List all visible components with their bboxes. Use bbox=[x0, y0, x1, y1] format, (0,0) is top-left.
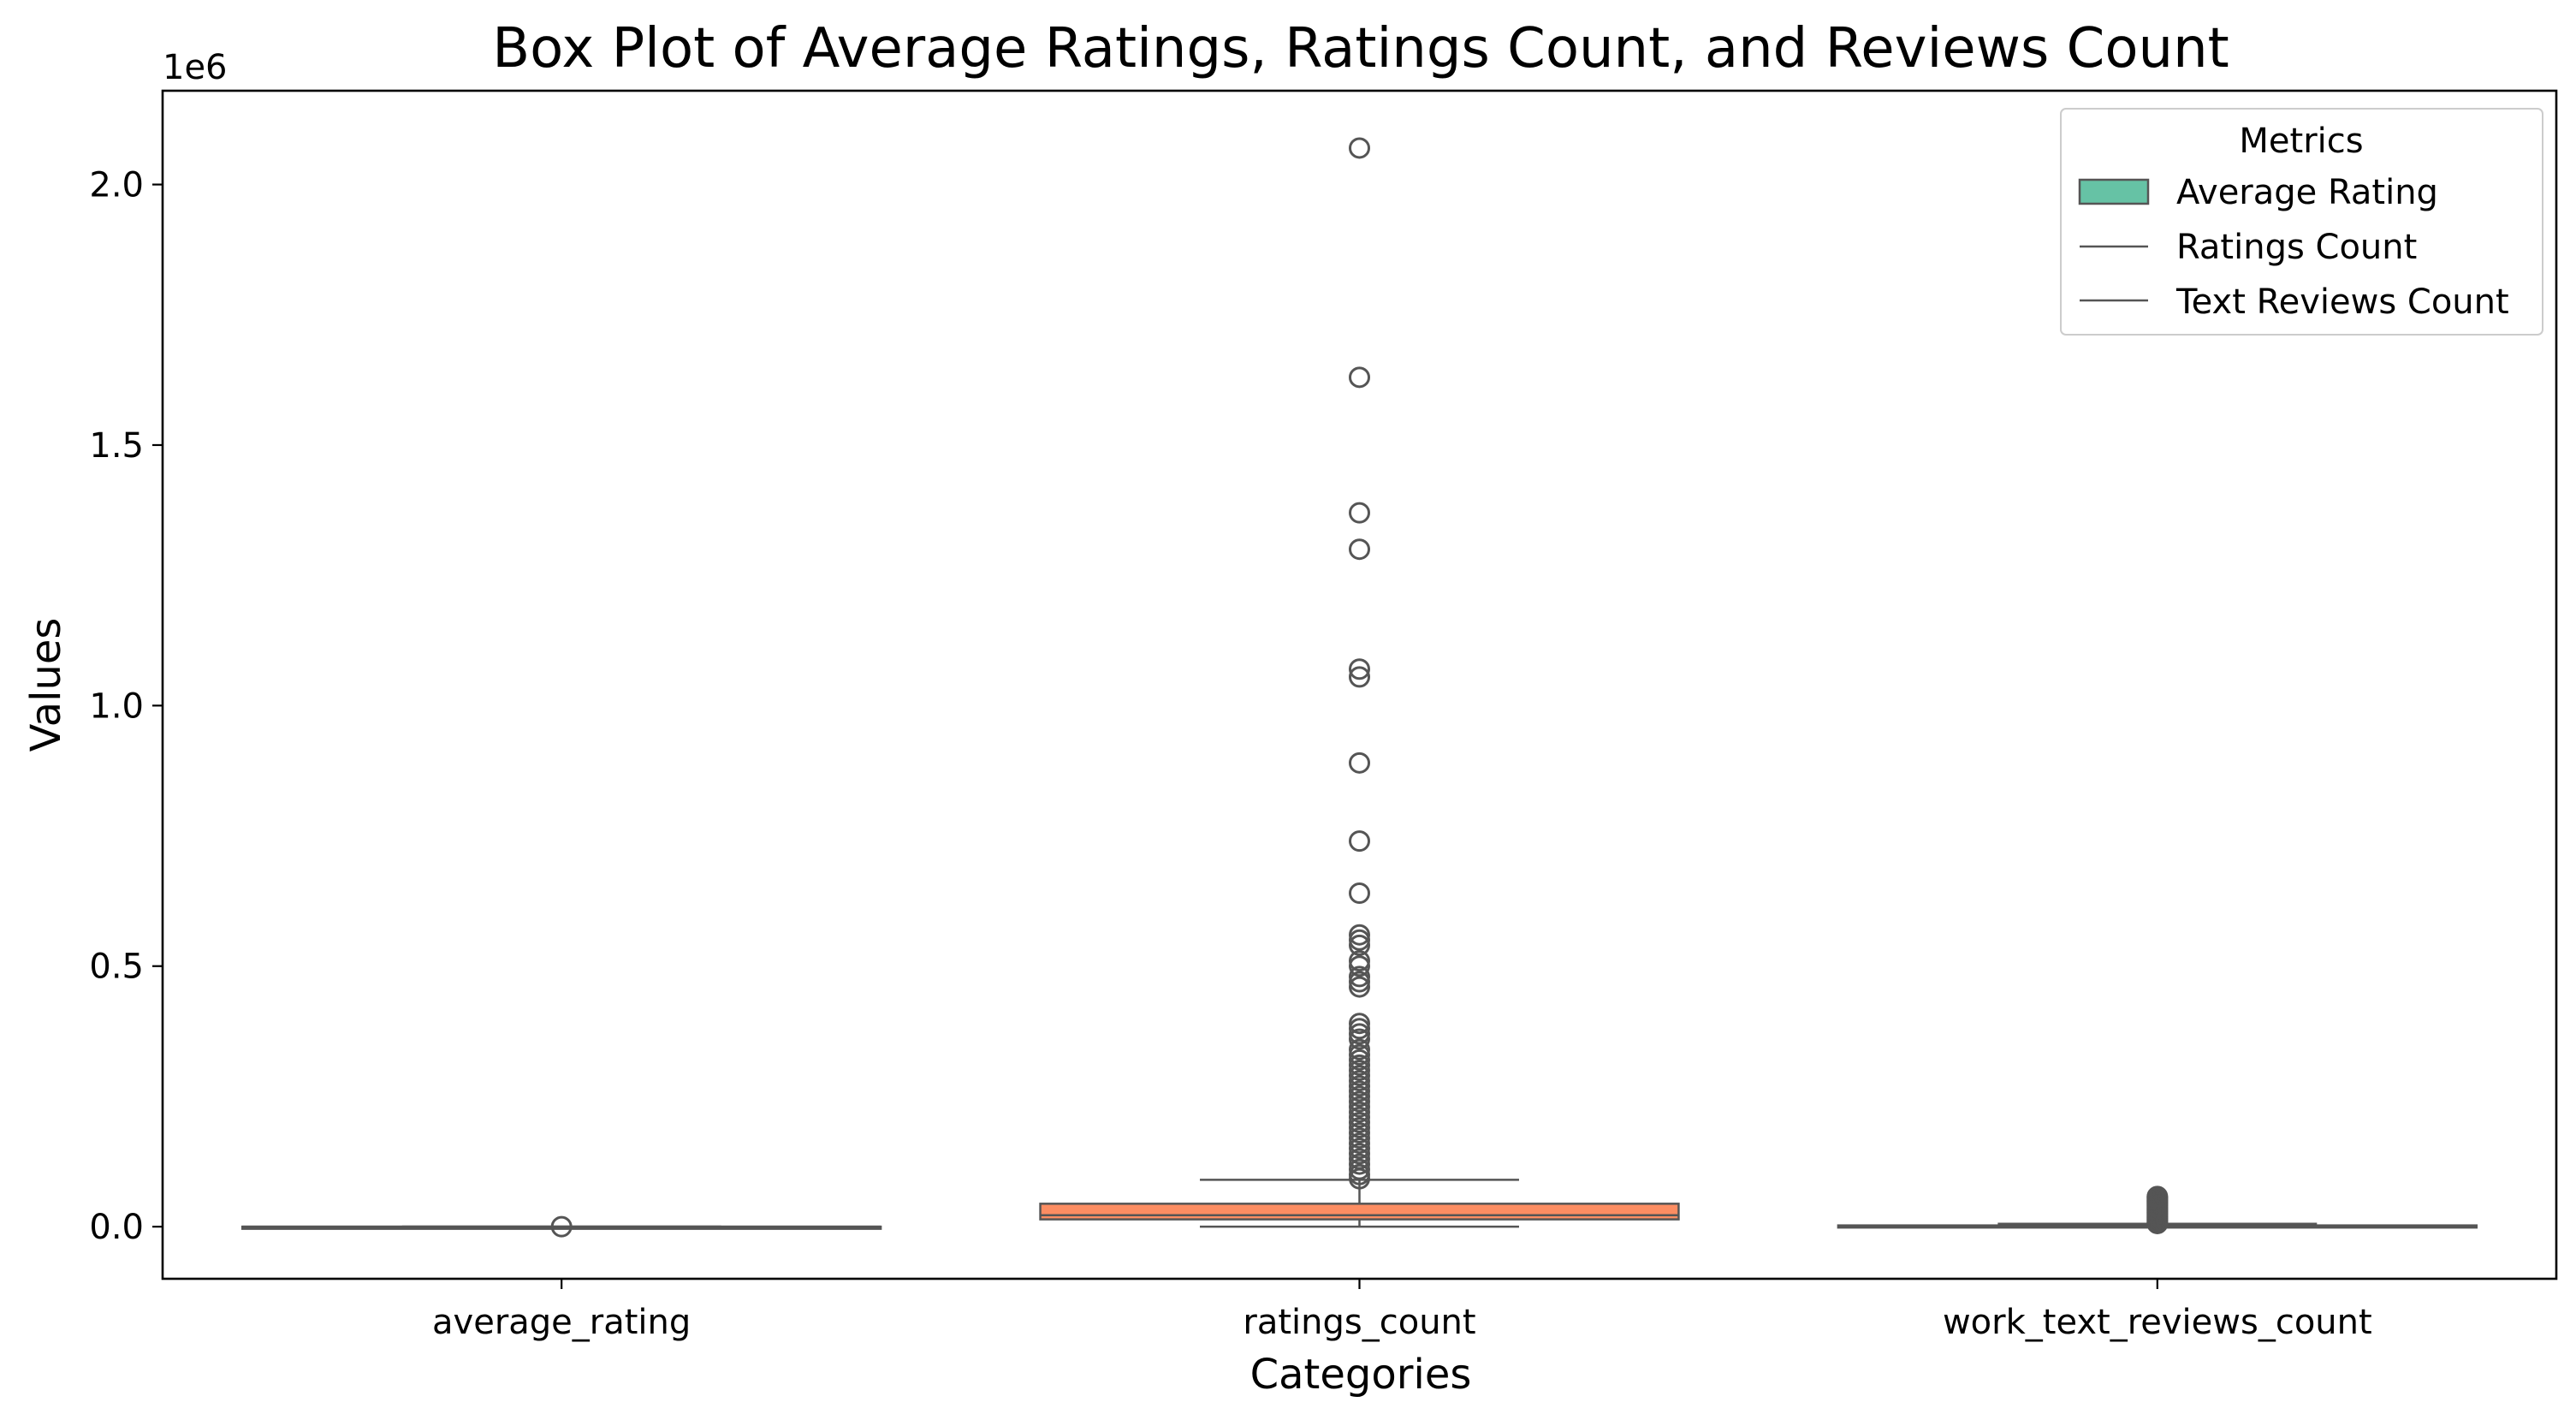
x-axis-label: Categories bbox=[1250, 1351, 1472, 1399]
plot-area-frame bbox=[161, 89, 2558, 1280]
outlier-point bbox=[1349, 502, 1370, 524]
outlier-point bbox=[1349, 1065, 1370, 1087]
outlier-point bbox=[1349, 924, 1370, 946]
x-tick-label: ratings_count bbox=[1243, 1303, 1475, 1342]
outlier-point bbox=[550, 1215, 573, 1238]
outlier-point bbox=[1349, 965, 1370, 988]
outlier-point bbox=[1349, 538, 1370, 561]
outlier-point bbox=[1349, 1116, 1370, 1138]
outlier-point bbox=[1349, 1080, 1370, 1102]
outlier-point bbox=[1349, 1106, 1370, 1128]
box-layer bbox=[240, 137, 2478, 1238]
outlier-point bbox=[1349, 1018, 1370, 1040]
outlier-point bbox=[1349, 976, 1370, 998]
outlier-point bbox=[1349, 1028, 1370, 1050]
legend: Metrics Average Rating Ratings Count Tex… bbox=[2060, 108, 2543, 336]
outlier-point bbox=[1349, 1070, 1370, 1092]
outlier-point bbox=[1349, 929, 1370, 951]
outlier-point bbox=[1349, 955, 1370, 977]
legend-label-average-rating: Average Rating bbox=[2176, 173, 2438, 212]
box-work_text_reviews_count bbox=[1837, 1185, 2478, 1234]
outlier-point bbox=[1349, 1122, 1370, 1144]
y-axis-label: Values bbox=[22, 618, 70, 752]
outlier-point bbox=[1349, 971, 1370, 993]
y-tick-label: 1.0 bbox=[89, 686, 144, 726]
outlier-point bbox=[1349, 1101, 1370, 1123]
outlier-point bbox=[1349, 752, 1370, 774]
outlier-point bbox=[1349, 950, 1370, 972]
outlier-point bbox=[1349, 1043, 1370, 1066]
outlier-point bbox=[1349, 1148, 1370, 1170]
outlier-point bbox=[2146, 1185, 2169, 1208]
outlier-point bbox=[1349, 1090, 1370, 1113]
outlier-point bbox=[1349, 1038, 1370, 1061]
outlier-point bbox=[1349, 882, 1370, 905]
outlier-point bbox=[1349, 1096, 1370, 1118]
legend-frame bbox=[2060, 108, 2543, 336]
outlier-point bbox=[1349, 1132, 1370, 1155]
box-ratings_count bbox=[1039, 137, 1680, 1228]
outlier-point bbox=[1349, 1075, 1370, 1097]
outlier-point bbox=[1349, 1143, 1370, 1165]
y-tick-label: 1.5 bbox=[89, 426, 144, 466]
x-tick-label: average_rating bbox=[432, 1303, 691, 1342]
outlier-point bbox=[1349, 1085, 1370, 1108]
outlier-point bbox=[1349, 830, 1370, 853]
outlier-point bbox=[1349, 1138, 1370, 1160]
outlier-point bbox=[1349, 1158, 1370, 1180]
legend-label-text-reviews-count: Text Reviews Count bbox=[2175, 282, 2509, 322]
legend-label-ratings-count: Ratings Count bbox=[2176, 228, 2417, 267]
outlier-point bbox=[1349, 666, 1370, 688]
axis-ticks: 0.0 0.5 1.0 1.5 2.0 average_rating ratings_cou… bbox=[89, 166, 2371, 1342]
outlier-point bbox=[1349, 934, 1370, 956]
outlier-point bbox=[1349, 1111, 1370, 1133]
chart-title: Box Plot of Average Ratings, Ratings Cou… bbox=[492, 17, 2229, 80]
outlier-point bbox=[1349, 1153, 1370, 1175]
outlier-point bbox=[1349, 366, 1370, 389]
y-axis-offset-label: 1e6 bbox=[163, 48, 228, 87]
outlier-point bbox=[1349, 1023, 1370, 1045]
outlier-point bbox=[1349, 1127, 1370, 1150]
box-average_rating bbox=[240, 1215, 882, 1238]
outlier-point bbox=[1349, 1163, 1370, 1185]
outlier-point bbox=[1349, 1059, 1370, 1081]
legend-title: Metrics bbox=[2239, 122, 2363, 161]
legend-swatch-average-rating bbox=[2078, 178, 2150, 205]
outlier-point bbox=[1349, 137, 1370, 159]
outlier-point bbox=[1349, 1013, 1370, 1035]
y-tick-label: 2.0 bbox=[89, 166, 144, 205]
outlier-point bbox=[1349, 1054, 1370, 1076]
outlier-point bbox=[1349, 1049, 1370, 1071]
box-iqr bbox=[1039, 1203, 1680, 1221]
y-tick-label: 0.5 bbox=[89, 948, 144, 987]
outlier-point bbox=[1349, 658, 1370, 680]
y-tick-label: 0.0 bbox=[89, 1208, 144, 1247]
x-tick-label: work_text_reviews_count bbox=[1943, 1303, 2372, 1342]
